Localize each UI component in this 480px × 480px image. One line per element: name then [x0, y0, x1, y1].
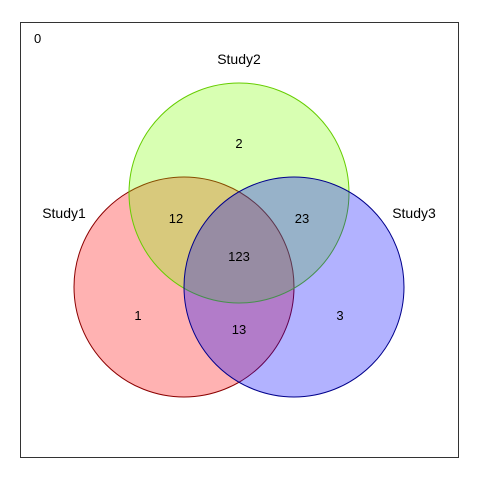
plot-frame	[20, 22, 459, 458]
region-study2-study3-count: 23	[295, 211, 309, 226]
study2-label: Study2	[217, 51, 261, 67]
region-only-study3-count: 3	[336, 308, 343, 323]
region-only-study1-count: 1	[134, 308, 141, 323]
study1-label: Study1	[42, 205, 86, 221]
study3-circle	[183, 176, 405, 398]
study2-circle	[128, 82, 350, 304]
region-study1-study2-count: 12	[169, 211, 183, 226]
region-all-studies-count: 123	[228, 249, 250, 264]
region-only-study2-count: 2	[235, 136, 242, 151]
corner-label: 0	[34, 31, 41, 46]
region-study1-study3-count: 13	[232, 322, 246, 337]
study3-label: Study3	[392, 205, 436, 221]
